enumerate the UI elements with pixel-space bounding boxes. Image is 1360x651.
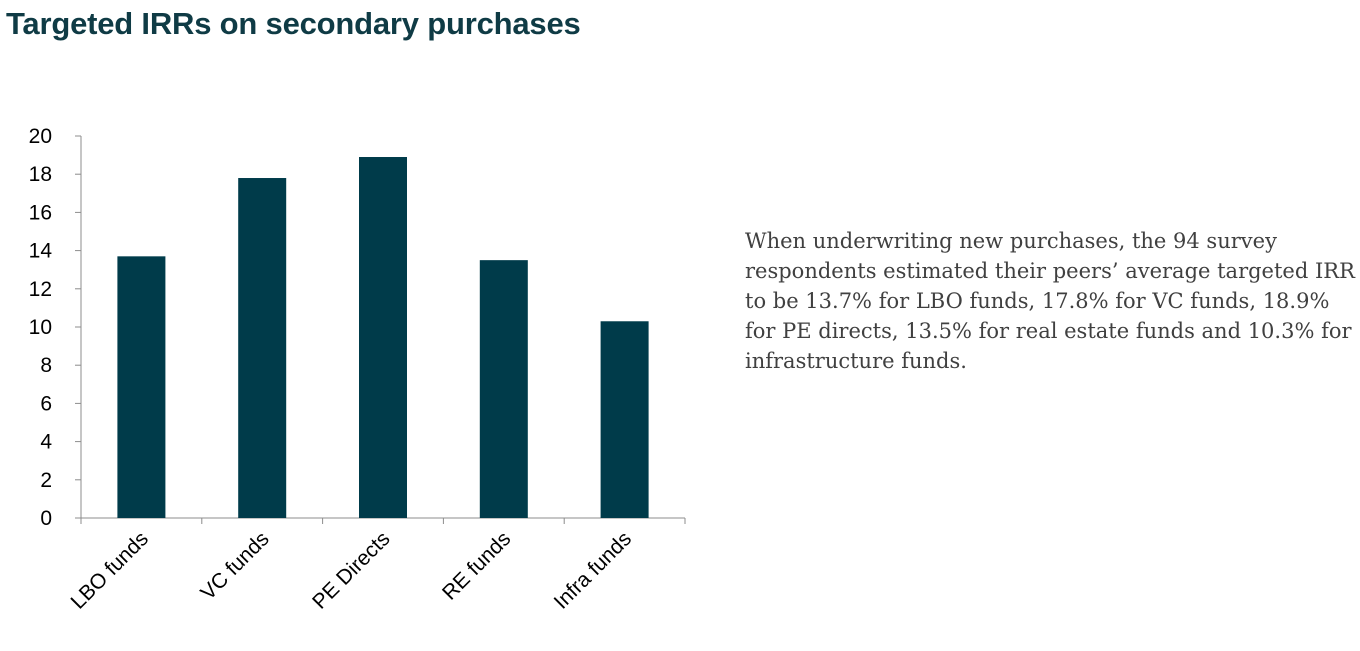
x-tick-label: VC funds [196, 527, 273, 604]
bar [479, 260, 528, 518]
bar [117, 256, 166, 518]
bar-chart: 0 2 4 6 8 10 12 14 16 18 20 LBO funds VC funds PE Di… [29, 125, 686, 614]
x-tick-label: Infra funds [550, 527, 636, 613]
bar [359, 157, 407, 518]
x-tick-label: PE Directs [308, 527, 394, 613]
x-axis: LBO funds VC funds PE Directs RE funds Infra… [67, 517, 686, 614]
y-tick-label: 10 [29, 316, 52, 339]
bar [238, 178, 287, 518]
summary-text: When underwriting new purchases, the 94 … [745, 229, 1355, 373]
y-tick-label: 2 [40, 469, 52, 492]
bars [117, 157, 649, 518]
chart-title: Targeted IRRs on secondary purchases [6, 6, 581, 41]
y-tick-label: 4 [40, 431, 52, 454]
bar [600, 321, 649, 518]
x-tick-label: RE funds [438, 527, 515, 604]
y-tick-label: 6 [40, 392, 52, 415]
y-tick-label: 18 [29, 163, 52, 186]
y-axis: 0 2 4 6 8 10 12 14 16 18 20 [29, 125, 82, 530]
y-tick-label: 12 [29, 278, 52, 301]
y-tick-label: 20 [29, 125, 52, 148]
y-tick-label: 8 [40, 354, 52, 377]
y-tick-label: 14 [29, 240, 53, 263]
y-tick-label: 16 [29, 201, 52, 224]
x-tick-label: LBO funds [67, 527, 153, 613]
y-tick-label: 0 [40, 507, 52, 530]
